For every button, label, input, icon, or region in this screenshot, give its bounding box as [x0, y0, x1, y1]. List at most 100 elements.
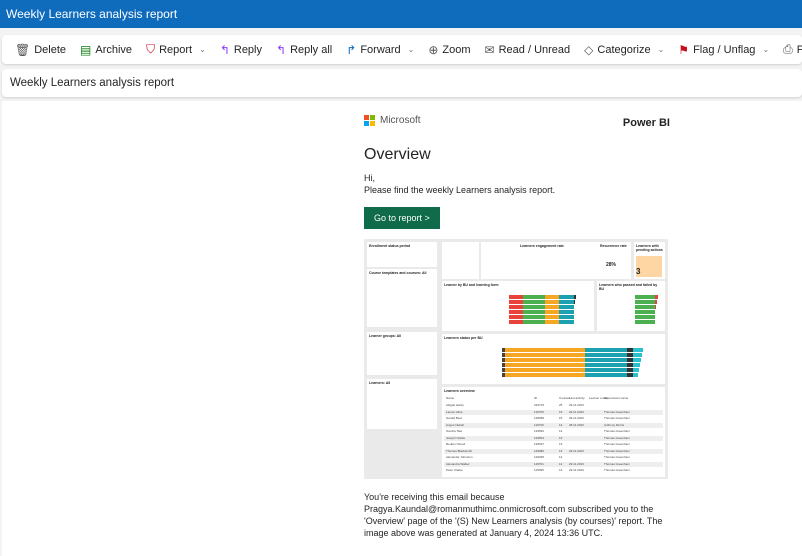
panel-title: Course templates and courses: All	[369, 271, 427, 275]
panel-title: Learners: All	[369, 381, 391, 385]
greeting: Hi, Please find the weekly Learners analy…	[364, 173, 556, 195]
filter-learners: Learners: All	[367, 379, 437, 429]
bar-segment	[635, 305, 655, 309]
bar-segment	[505, 373, 585, 377]
bar-segment	[633, 348, 643, 352]
bar-segment	[635, 300, 655, 304]
button-label: Categorize	[597, 43, 651, 56]
filter-learner-groups: Learner groups: All	[367, 332, 437, 375]
bar-segment	[505, 363, 585, 367]
bar-segment	[505, 358, 585, 362]
chevron-down-icon[interactable]: ⌄	[407, 45, 415, 54]
bar-segment	[523, 320, 545, 324]
reply-all-button[interactable]: ↰ Reply all	[269, 35, 339, 64]
table-cell: Thomas Greenham	[604, 448, 630, 453]
table-cell: 129504	[534, 435, 545, 440]
button-label: Reply all	[290, 43, 333, 56]
bar-segment	[635, 315, 655, 319]
delete-button[interactable]: 🗑 Delete	[8, 35, 73, 64]
bar-segment	[633, 363, 640, 367]
print-button[interactable]: ⎙Print	[776, 35, 802, 64]
table-cell: Thomas Blacksmith	[446, 448, 473, 453]
table-cell: 29.11.2023	[569, 448, 584, 453]
product-name: Power BI	[622, 117, 670, 129]
table-cell: Thomas Greenham	[604, 409, 630, 414]
shield-alert-icon: ⛉	[146, 42, 156, 56]
table-cell: 233715	[534, 403, 545, 407]
table-cell: Thomas Greenham	[604, 461, 630, 466]
table-cell: Abigail Hardy	[446, 403, 464, 407]
bar-segment	[627, 353, 633, 357]
reply-button[interactable]: ↰ Reply	[213, 35, 269, 64]
bar-segment	[505, 353, 585, 357]
table-cell: 13	[559, 442, 563, 446]
table-cell: 12	[559, 461, 563, 466]
recurrence-value: 28%	[606, 262, 617, 268]
trash-icon: 🗑	[15, 42, 31, 57]
report-button[interactable]: ⛉ Report ⌄	[139, 35, 213, 64]
table-cell: 29.11.2023	[569, 409, 584, 414]
command-toolbar: 🗑 Delete ▤ Archive ⛉ Report ⌄ ↰ Reply ↰ Reply all ↱…	[2, 35, 802, 64]
button-label: Forward	[360, 43, 401, 56]
bar-segment	[585, 373, 627, 377]
table-row: Joseph Clarke 129504 13 Thomas Greenham	[444, 435, 663, 441]
envelope-open-icon: ✉	[484, 42, 495, 57]
chevron-down-icon[interactable]: ⌄	[657, 45, 665, 54]
bar-segment	[574, 295, 576, 299]
engagement-card: Learners engagement rate	[518, 242, 598, 279]
table-row: Abigail Hardy 233715 25 29.11.2023	[444, 403, 663, 408]
flag-unflag-button[interactable]: ⚑ Flag / Unflag ⌄	[671, 35, 776, 64]
zoom-button[interactable]: ⊕ Zoom	[421, 35, 477, 64]
bar-segment	[545, 305, 559, 309]
bar-segment	[627, 373, 633, 377]
table-cell: Thomas Greenham	[604, 435, 630, 440]
bar-segment	[633, 358, 641, 362]
bar-segment	[502, 353, 505, 357]
bar-segment	[509, 315, 523, 319]
table-cell: Thomas Greenham	[604, 429, 630, 433]
tag-icon: ◇	[584, 42, 594, 57]
pending-card: Learners with pending actions 3	[634, 242, 665, 279]
table-cell: Lauren Alice	[446, 409, 463, 414]
flag-icon: ⚑	[678, 42, 690, 57]
bar-segment	[502, 358, 505, 362]
report-snapshot-image[interactable]: Enrollment status period Course templates…	[364, 239, 668, 479]
table-cell: Peter Clarke	[446, 468, 463, 472]
chevron-down-icon[interactable]: ⌄	[762, 45, 770, 54]
categorize-button[interactable]: ◇ Categorize ⌄	[577, 35, 671, 64]
table-cell: Alexander Johnston	[446, 455, 473, 459]
table-cell: 19	[559, 409, 563, 414]
table-row: Reuben Wood 128037 13 Thomas Greenham	[444, 442, 663, 447]
recurrence-card: Recurrence rate 28%	[598, 242, 631, 279]
table-row: Sondra Tate 129592 14 Thomas Greenham	[444, 429, 663, 434]
table-cell: 116701	[534, 461, 544, 466]
table-cell: 129035	[534, 455, 545, 459]
subscription-footer: You're receiving this email because Prag…	[364, 492, 663, 538]
button-label: Print	[796, 43, 802, 56]
bar-segment	[585, 368, 627, 372]
panel-title: Recurrence rate	[600, 244, 627, 248]
table-cell: 29.11.2023	[569, 403, 584, 407]
brand-name: Microsoft	[380, 115, 421, 126]
table-cell: 12	[559, 455, 563, 459]
table-cell: 29.11.2023	[569, 468, 584, 472]
chevron-down-icon[interactable]: ⌄	[199, 45, 206, 54]
table-cell: 29.11.2023	[569, 461, 584, 466]
bar-segment	[559, 310, 574, 314]
microsoft-logo: Microsoft	[364, 115, 670, 126]
bar-segment	[502, 368, 505, 372]
table-row: Alexander Johnston 129035 12 Thomas Greenha…	[444, 455, 663, 460]
forward-button[interactable]: ↱ Forward ⌄	[339, 35, 421, 64]
bar-segment	[633, 353, 642, 357]
bar-segment	[559, 315, 574, 319]
read-unread-button[interactable]: ✉ Read / Unread	[478, 35, 578, 64]
column-header: Supervisors name	[604, 396, 629, 400]
bar-segment	[502, 363, 505, 367]
table-row: Thomas Blacksmith 129080 13 29.11.2023 Thoma…	[444, 448, 663, 454]
archive-button[interactable]: ▤ Archive	[73, 35, 139, 64]
bar-segment	[509, 320, 523, 324]
chart-status-per-bu: Learners status per BU	[442, 334, 665, 384]
pending-value: 3	[636, 256, 662, 277]
go-to-report-button[interactable]: Go to report >	[364, 207, 440, 229]
table-cell: 115099	[534, 468, 544, 472]
